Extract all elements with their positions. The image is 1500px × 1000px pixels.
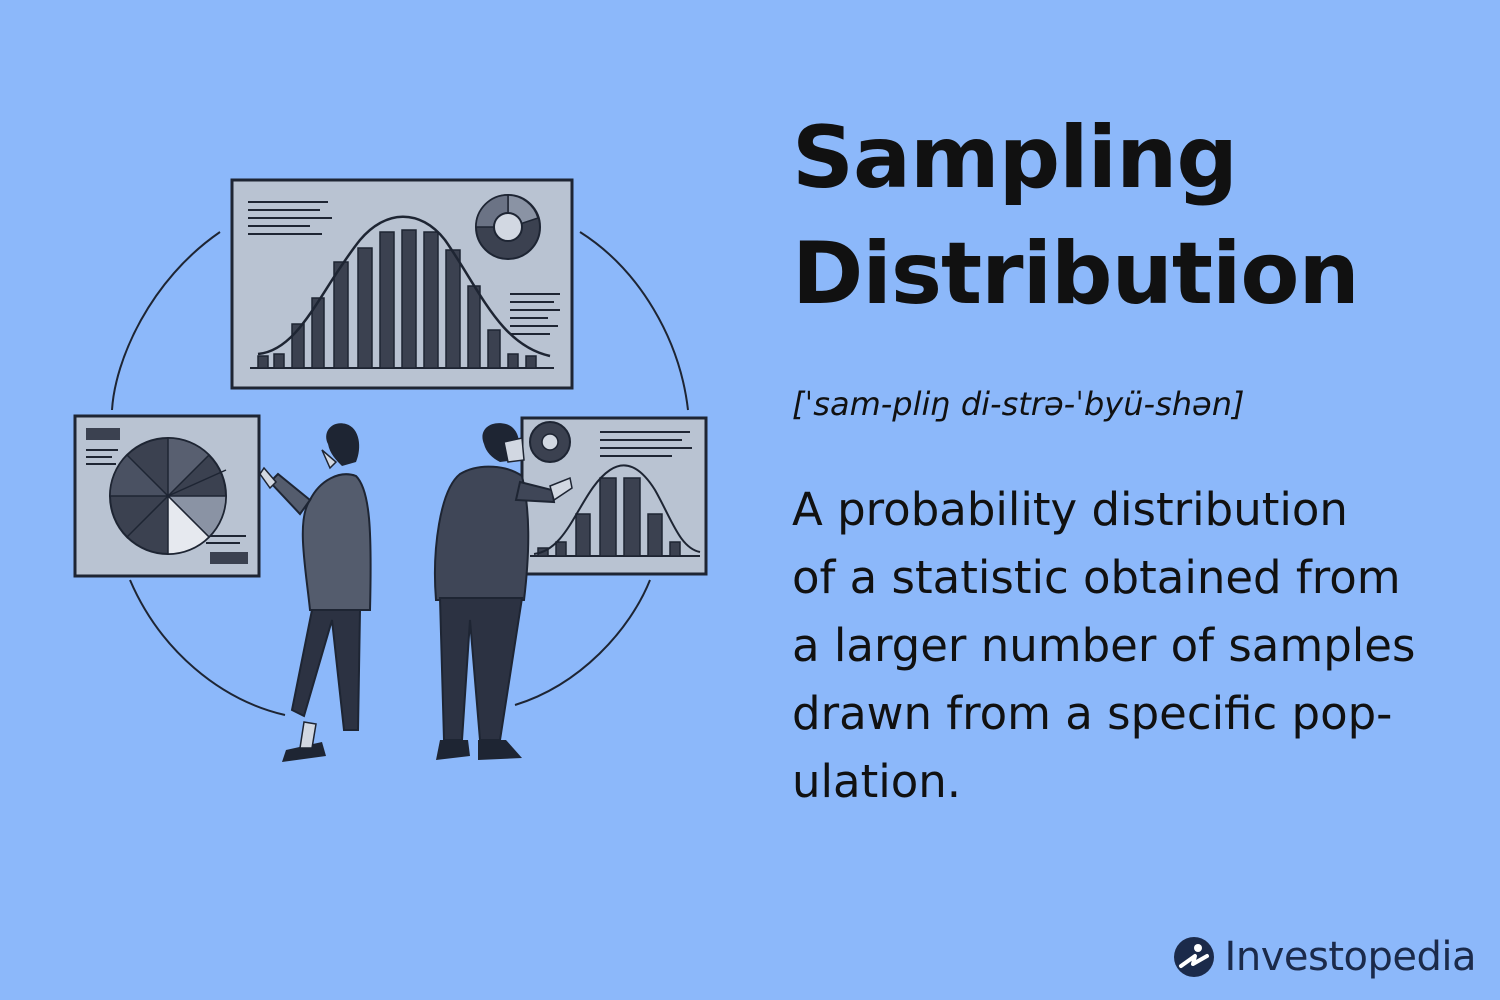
definition-line: a larger number of samples [792,619,1416,672]
investopedia-logo-icon [1173,937,1214,977]
title-line-2: Distribution [792,224,1360,324]
text-block: Sampling Distribution [ˈsam-pliŋ di-strə… [792,100,1482,816]
brand-name: Investopedia [1224,934,1477,980]
arc-bottom-left [129,579,286,716]
arc-top-left [111,231,221,411]
arc-top-right [579,231,689,411]
page-title: Sampling Distribution [792,100,1482,332]
person-man-icon [434,423,573,760]
definition-line: ulation. [792,755,962,808]
donut-chart-icon [475,194,541,260]
definition: A probability distribution of a statisti… [792,476,1482,816]
definition-line: of a statistic obtained from [792,551,1401,604]
arc-bottom-right [514,579,651,706]
title-line-1: Sampling [792,108,1238,208]
pronunciation: [ˈsam-pliŋ di-strə-ˈbyü-shən] [792,385,1245,423]
business-analytics-illustration [73,178,708,762]
person-woman-icon [259,423,372,762]
pie-chart-icon [73,414,261,578]
brand-logo: Investopedia [1173,934,1477,980]
definition-line: drawn from a specific pop- [792,687,1393,740]
definition-line: A probability distribution [792,483,1348,536]
illustration [60,170,720,790]
